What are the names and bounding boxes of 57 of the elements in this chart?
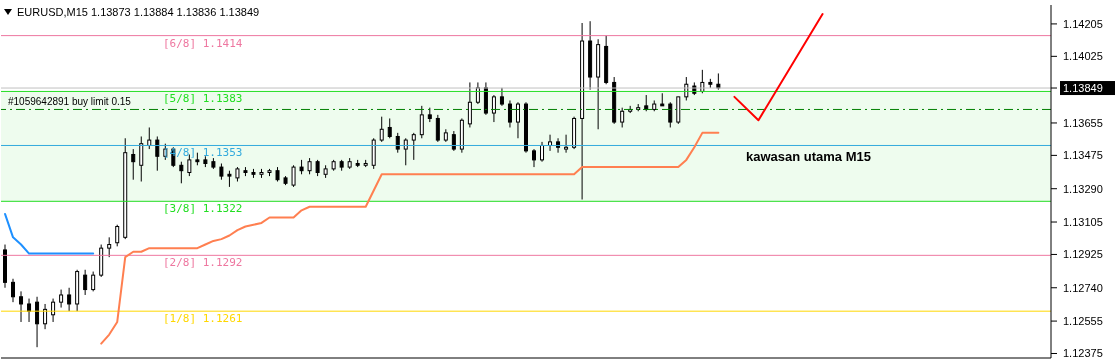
candlestick: [59, 289, 64, 309]
candlestick: [379, 116, 384, 143]
candlestick: [11, 278, 16, 303]
candlestick: [507, 99, 512, 128]
y-tick-label: 1.12555: [1063, 315, 1103, 328]
y-tick-label: 1.13475: [1063, 149, 1103, 162]
candlestick: [668, 101, 673, 128]
candlestick: [91, 271, 96, 292]
candlestick: [435, 114, 440, 143]
candlestick: [51, 298, 56, 323]
candlestick: [387, 117, 392, 139]
candlestick: [395, 132, 400, 154]
y-tick-label: 1.12925: [1063, 248, 1103, 261]
y-tick-label: 1.13105: [1063, 216, 1103, 229]
y-tick-label: 1.14205: [1063, 17, 1103, 30]
y-tick-label: 1.13655: [1063, 116, 1103, 129]
candlestick: [43, 303, 48, 330]
ref-line-label: [3/8] 1.1322: [163, 202, 243, 216]
candlestick: [107, 236, 112, 258]
candlestick: [19, 290, 24, 323]
y-tick-label: 1.12740: [1063, 281, 1103, 294]
candlestick: [564, 134, 569, 154]
annotation: kawasan utama M15: [746, 149, 872, 164]
y-tick-label: 1.12375: [1063, 347, 1103, 360]
candlestick: [499, 87, 504, 107]
candlestick: [411, 132, 416, 161]
candlestick: [131, 148, 136, 181]
line-series: [4, 212, 95, 255]
candlestick: [532, 148, 537, 168]
ref-line-label: [1/8] 1.1261: [163, 312, 243, 326]
candlestick: [147, 126, 152, 150]
y-tick-label: 1.13849: [1063, 82, 1103, 95]
candlestick: [403, 137, 408, 166]
candlestick: [467, 81, 472, 128]
candlestick: [291, 164, 296, 188]
chart-title: EURUSD,M15 1.13873 1.13884 1.13836 1.13849: [17, 6, 260, 18]
ref-line-label: [6/8] 1.1414: [163, 36, 243, 50]
candlestick: [419, 105, 424, 139]
y-tick-label: 1.14025: [1063, 50, 1103, 63]
candlestick: [27, 298, 32, 323]
candlestick: [155, 135, 160, 172]
candlestick: [115, 224, 120, 247]
y-tick-label: 1.13290: [1063, 182, 1103, 195]
candlestick: [620, 107, 625, 128]
candlestick: [83, 269, 88, 296]
ref-line-label: [5/8] 1.1383: [163, 92, 243, 106]
line-series: [100, 131, 720, 345]
candlestick: [548, 134, 553, 152]
candlestick: [35, 296, 40, 348]
candlestick: [179, 161, 184, 184]
candlestick: [540, 141, 545, 163]
candlestick: [491, 94, 496, 123]
ref-line-label: [2/8] 1.1292: [163, 256, 243, 270]
ref-line-label: #1059642891 buy limit 0.15: [8, 96, 132, 108]
candlestick: [515, 101, 520, 139]
candlestick: [139, 135, 144, 182]
candlestick: [67, 287, 72, 312]
